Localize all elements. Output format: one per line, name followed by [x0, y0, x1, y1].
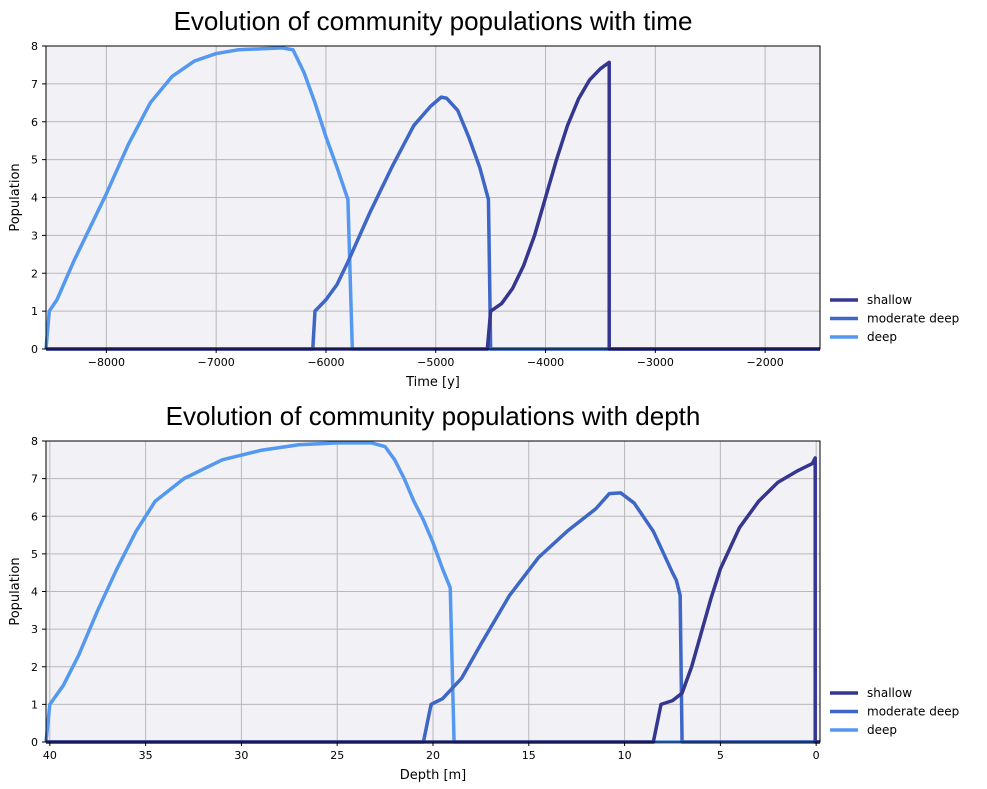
y-tick-label: 2: [31, 661, 38, 674]
chart-2: Evolution of community populations with …: [8, 401, 959, 783]
y-tick-label: 5: [31, 154, 38, 167]
x-tick-label: −6000: [307, 356, 344, 369]
x-tick-label: 15: [522, 749, 536, 762]
y-tick-label: 3: [31, 229, 38, 242]
legend-label: shallow: [867, 293, 912, 307]
chart-title: Evolution of community populations with …: [174, 6, 693, 36]
legend-label: deep: [867, 330, 897, 344]
y-tick-label: 8: [31, 40, 38, 53]
x-tick-label: 20: [426, 749, 440, 762]
y-tick-label: 4: [31, 192, 38, 205]
series-line-shallow: [46, 456, 820, 744]
legend: shallow moderate deep deep: [830, 293, 959, 344]
y-axis-label: Population: [8, 557, 23, 625]
y-tick-label: 1: [31, 305, 38, 318]
series-line-shallow: [46, 60, 820, 351]
y-tick-label: 6: [31, 510, 38, 523]
x-tick-label: 5: [717, 749, 724, 762]
legend-label: deep: [867, 723, 897, 737]
x-tick-label: 10: [618, 749, 632, 762]
x-axis-label: Time [y]: [405, 375, 460, 390]
y-tick-label: 2: [31, 267, 38, 280]
y-tick-label: 8: [31, 435, 38, 448]
x-tick-label: 35: [139, 749, 153, 762]
chart-title: Evolution of community populations with …: [166, 401, 701, 431]
y-tick-label: 7: [31, 473, 38, 486]
x-tick-label: −3000: [637, 356, 674, 369]
legend-label: moderate deep: [867, 705, 959, 719]
y-tick-label: 7: [31, 78, 38, 91]
legend-label: moderate deep: [867, 312, 959, 326]
y-tick-label: 3: [31, 623, 38, 636]
x-tick-label: 25: [330, 749, 344, 762]
x-tick-label: −8000: [88, 356, 125, 369]
y-tick-label: 0: [31, 736, 38, 749]
x-tick-label: −7000: [198, 356, 235, 369]
x-tick-label: 40: [43, 749, 57, 762]
y-tick-label: 0: [31, 343, 38, 356]
series-line-deep: [44, 46, 820, 351]
legend-label: shallow: [867, 686, 912, 700]
x-tick-label: −5000: [417, 356, 454, 369]
y-tick-label: 1: [31, 698, 38, 711]
x-tick-label: 30: [234, 749, 248, 762]
x-axis-label: Depth [m]: [400, 768, 467, 783]
y-tick-label: 5: [31, 548, 38, 561]
x-tick-label: −2000: [746, 356, 783, 369]
x-tick-label: 0: [813, 749, 820, 762]
x-tick-label: −4000: [527, 356, 564, 369]
legend: shallow moderate deep deep: [830, 686, 959, 737]
series-line-moderate-deep: [46, 95, 820, 351]
y-tick-label: 4: [31, 586, 38, 599]
y-axis-label: Population: [8, 163, 23, 231]
y-tick-label: 6: [31, 116, 38, 129]
series-line-deep: [44, 441, 820, 744]
series-line-moderate-deep: [46, 491, 820, 744]
chart-1: Evolution of community populations with …: [8, 6, 959, 390]
